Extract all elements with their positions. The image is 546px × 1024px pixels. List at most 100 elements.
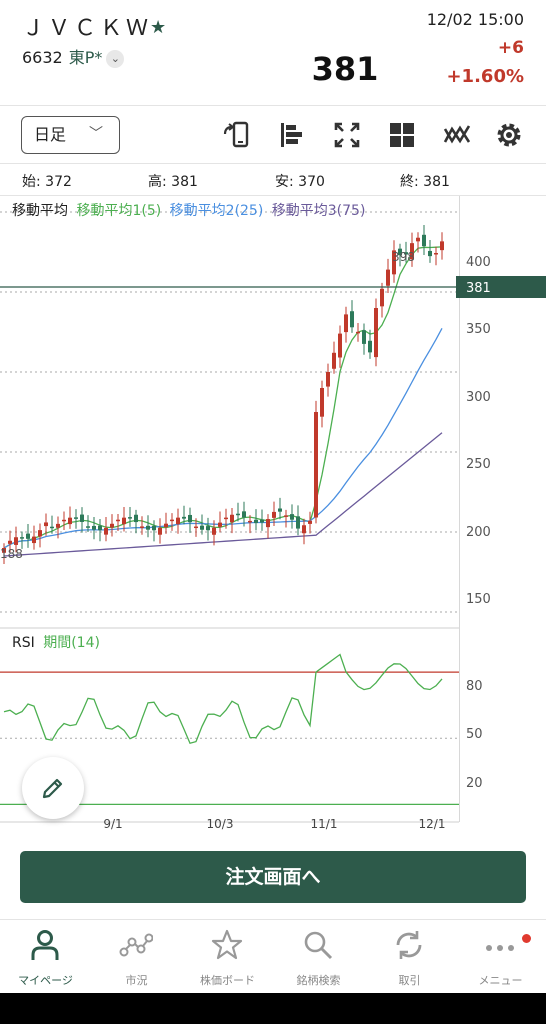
candle-body <box>362 330 366 344</box>
candle-body <box>296 516 300 529</box>
price-change-percent: +1.60% <box>446 66 524 87</box>
chevron-down-icon[interactable]: ⌄ <box>106 50 125 68</box>
candle-body <box>50 526 54 529</box>
price-tick: 200 <box>466 525 491 540</box>
grid-icon[interactable] <box>387 120 417 150</box>
candle-body <box>374 308 378 358</box>
rsi-legend-title: RSI <box>12 635 35 651</box>
indicator-icon[interactable] <box>442 120 472 150</box>
high-value: 高: 381 <box>148 174 198 190</box>
candle-body <box>416 237 420 242</box>
candle-body <box>188 514 192 523</box>
candle-body <box>302 525 306 534</box>
stock-name[interactable]: ＪＶＣＫＷ★ <box>22 16 167 41</box>
star-icon <box>211 929 243 960</box>
person-icon <box>31 930 59 960</box>
price-tick: 150 <box>466 592 491 607</box>
nav-label: 市況 <box>125 974 148 987</box>
candle-body <box>92 525 96 530</box>
rsi-tick: 50 <box>466 727 483 742</box>
candle-body <box>74 517 78 519</box>
candle-body <box>380 288 384 307</box>
ma3-line <box>3 432 443 557</box>
price-tick: 350 <box>466 322 491 337</box>
market-label: 東P* <box>68 48 103 67</box>
ma1-legend: 移動平均1(5) <box>76 203 162 219</box>
candle-body <box>212 527 216 535</box>
candle-body <box>122 517 126 525</box>
nav-label: マイページ <box>18 974 73 987</box>
candle-body <box>350 311 354 328</box>
candle-body <box>386 269 390 286</box>
stock-code-row[interactable]: 6632 東P* ⌄ <box>22 44 125 68</box>
candle-body <box>410 243 414 260</box>
candle-body <box>152 525 156 531</box>
date-tick: 11/1 <box>311 817 338 831</box>
chevron-down-icon: ﹀ <box>89 126 103 142</box>
nav-stock-board[interactable]: 株価ボード <box>182 920 273 994</box>
date-tick: 12/1 <box>419 817 446 831</box>
ma2-legend: 移動平均2(25) <box>169 203 264 219</box>
ma-legend-title: 移動平均 <box>12 203 68 219</box>
price-datetime: 12/02 15:00 <box>426 10 524 29</box>
candle-body <box>320 388 324 417</box>
bar-align-icon[interactable] <box>277 120 307 150</box>
candle-body <box>134 514 138 523</box>
chart-svg[interactable]: 381 400 350 300 250 200 150 398 188 80 5… <box>0 196 546 838</box>
nav-search[interactable]: 銘柄検索 <box>273 920 364 994</box>
candle-body <box>38 530 42 537</box>
candle-body <box>242 511 246 518</box>
candle-body <box>398 248 402 256</box>
low-value: 安: 370 <box>275 174 325 190</box>
bottom-navigation: マイページ 市況 株価ボード 銘柄検索 取引 メニュー <box>0 919 546 993</box>
candle-body <box>434 252 438 255</box>
candle-body <box>206 526 210 531</box>
candle-body <box>128 517 132 519</box>
market-icon <box>119 933 153 957</box>
candle-body <box>404 252 408 255</box>
candle-body <box>440 241 444 251</box>
ohlc-row: 始: 372 高: 381 安: 370 終: 381 <box>0 164 546 196</box>
gear-icon[interactable] <box>494 120 524 150</box>
nav-label: 株価ボード <box>200 974 255 987</box>
price-tick: 400 <box>466 255 491 270</box>
candle-body <box>116 519 120 522</box>
period-select[interactable]: 日足 ﹀ <box>21 116 120 154</box>
favorite-star-icon[interactable]: ★ <box>150 17 167 38</box>
nav-label: 銘柄検索 <box>296 974 341 987</box>
date-tick: 10/3 <box>207 817 234 831</box>
candle-body <box>308 520 312 524</box>
price-tick: 250 <box>466 457 491 472</box>
nav-menu[interactable]: メニュー <box>455 920 546 994</box>
fullscreen-icon[interactable] <box>332 120 362 150</box>
candle-body <box>428 250 432 257</box>
ma3-legend: 移動平均3(75) <box>271 203 366 219</box>
rotate-screen-icon[interactable] <box>222 120 252 150</box>
candle-body <box>140 526 144 528</box>
rsi-legend[interactable]: RSI 期間(14) <box>12 632 104 652</box>
nav-trade[interactable]: 取引 <box>364 920 455 994</box>
current-price-tag-label: 381 <box>466 281 491 296</box>
candle-body <box>62 519 66 522</box>
candle-body <box>170 519 174 522</box>
candle-body <box>356 331 360 334</box>
ma-legend[interactable]: 移動平均 移動平均1(5) 移動平均2(25) 移動平均3(75) <box>12 200 369 220</box>
close-value: 終: 381 <box>400 174 450 190</box>
candle-body <box>110 523 114 528</box>
candlestick-chart[interactable]: 381 400 350 300 250 200 150 398 188 80 5… <box>0 196 546 838</box>
draw-tool-button[interactable] <box>22 757 84 819</box>
candle-body <box>344 314 348 333</box>
rsi-tick: 80 <box>466 679 483 694</box>
candle-body <box>422 234 426 247</box>
notification-badge <box>522 934 531 943</box>
order-screen-button[interactable]: 注文画面へ <box>20 851 526 903</box>
candle-body <box>284 515 288 517</box>
period-select-value: 日足 <box>34 125 67 144</box>
nav-market[interactable]: 市況 <box>91 920 182 994</box>
nav-mypage[interactable]: マイページ <box>0 920 91 994</box>
candle-body <box>278 508 282 512</box>
nav-label: メニュー <box>478 974 523 987</box>
candle-body <box>260 519 264 523</box>
open-value: 始: 372 <box>22 174 72 190</box>
price-change: +6 <box>497 38 524 58</box>
